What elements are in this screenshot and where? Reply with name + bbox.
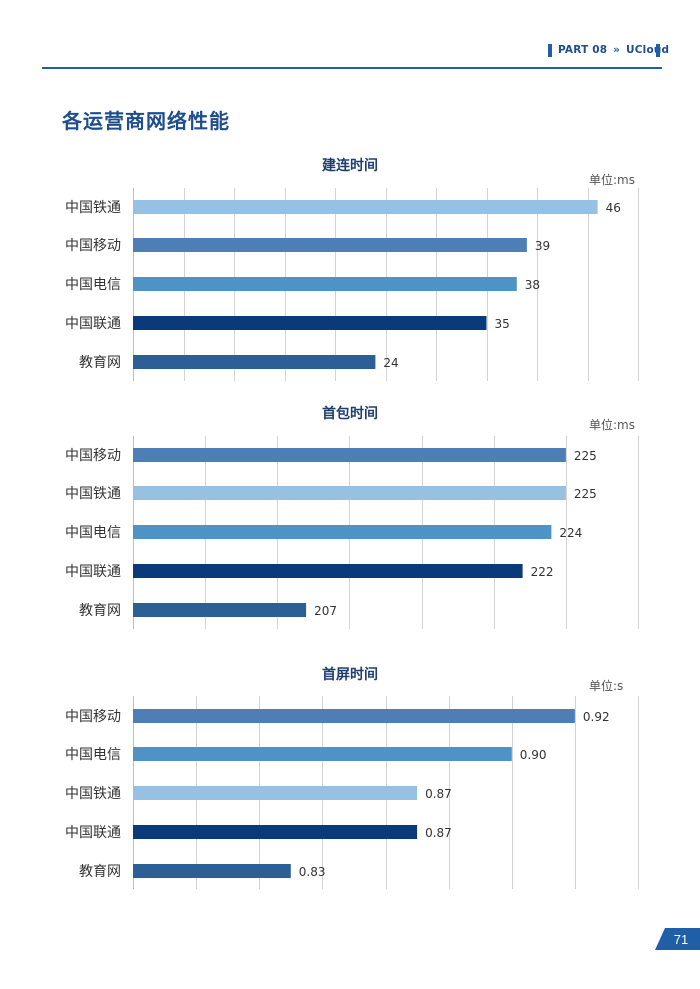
data-label: 0.87 [425, 787, 452, 801]
data-label: 24 [383, 356, 398, 370]
data-label: 46 [606, 201, 621, 215]
bar [133, 786, 418, 800]
category-label: 中国电信 [65, 525, 121, 541]
header-right-marker [656, 44, 660, 57]
connect-time-chart-plot: 中国铁通 46 中国移动 39 中国电信 38 中国联通 35 教育网 24 [65, 188, 639, 381]
category-label: 教育网 [79, 355, 121, 371]
data-label: 38 [525, 278, 540, 292]
data-label: 222 [531, 565, 554, 579]
category-label: 中国移动 [65, 448, 121, 464]
category-label: 中国移动 [65, 709, 121, 725]
category-label: 中国电信 [65, 747, 121, 763]
data-label: 0.90 [520, 748, 547, 762]
chart-unit: 单位:s [589, 679, 624, 693]
chart-first-screen-time: 首屏时间 单位:s 中国移动 0.92 中国电信 0.90 中国铁通 0.87 中国联通 0.… [0, 658, 700, 893]
bar [133, 200, 598, 214]
header-left-marker [548, 44, 552, 57]
bar [133, 709, 575, 723]
data-label: 225 [574, 449, 597, 463]
page-header: PART 08 » UCloud [0, 0, 700, 70]
category-label: 中国铁通 [65, 486, 121, 502]
data-label: 39 [535, 239, 550, 253]
bar [133, 747, 512, 761]
data-label: 207 [314, 604, 337, 618]
bar [133, 603, 307, 617]
data-label: 35 [495, 317, 510, 331]
chart-title: 首屏时间 [322, 667, 378, 683]
chart-unit: 单位:ms [589, 173, 635, 187]
data-label: 0.87 [425, 826, 452, 840]
data-label: 224 [559, 526, 582, 540]
first-packet-chart-plot: 中国移动 225 中国铁通 225 中国电信 224 中国联通 222 教育网 207 [65, 436, 639, 629]
bar [133, 277, 517, 291]
header-separator-icon: » [613, 44, 621, 56]
bar [133, 525, 552, 539]
data-label: 0.92 [583, 710, 610, 724]
category-label: 中国电信 [65, 277, 121, 293]
bar [133, 864, 291, 878]
page-number: 71 [674, 932, 688, 947]
bar [133, 448, 566, 462]
chart-connect-time: 建连时间 单位:ms 中国铁通 46 中国移动 39 中国电信 38 中国联通 35 教育网 24 [0, 150, 700, 385]
category-label: 中国联通 [65, 825, 121, 841]
chart-unit: 单位:ms [589, 418, 635, 432]
header-section: UCloud [626, 44, 670, 56]
page-number-badge: 71 [655, 928, 700, 950]
chart-title: 首包时间 [322, 406, 378, 422]
category-label: 中国铁通 [65, 200, 121, 216]
category-label: 中国联通 [65, 316, 121, 332]
category-label: 中国移动 [65, 238, 121, 254]
category-label: 教育网 [79, 603, 121, 619]
data-label: 225 [574, 487, 597, 501]
bar [133, 564, 523, 578]
page-title: 各运营商网络性能 [62, 109, 230, 133]
bar [133, 316, 487, 330]
header-rule [42, 67, 662, 69]
bar [133, 825, 418, 839]
category-label: 中国铁通 [65, 786, 121, 802]
bar [133, 238, 527, 252]
bar [133, 355, 376, 369]
category-label: 教育网 [79, 864, 121, 880]
category-label: 中国联通 [65, 564, 121, 580]
header-part: PART 08 [558, 44, 608, 56]
first-screen-chart-plot: 中国移动 0.92 中国电信 0.90 中国铁通 0.87 中国联通 0.87 教育网 0.83 [65, 696, 639, 889]
data-label: 0.83 [299, 865, 326, 879]
chart-title: 建连时间 [322, 158, 378, 174]
bar [133, 486, 566, 500]
page-number-tab [655, 928, 700, 950]
chart-first-packet-time: 首包时间 单位:ms 中国移动 225 中国铁通 225 中国电信 224 中国联通 222 教… [0, 398, 700, 633]
header-section-label: PART 08 » UCloud [558, 42, 669, 58]
